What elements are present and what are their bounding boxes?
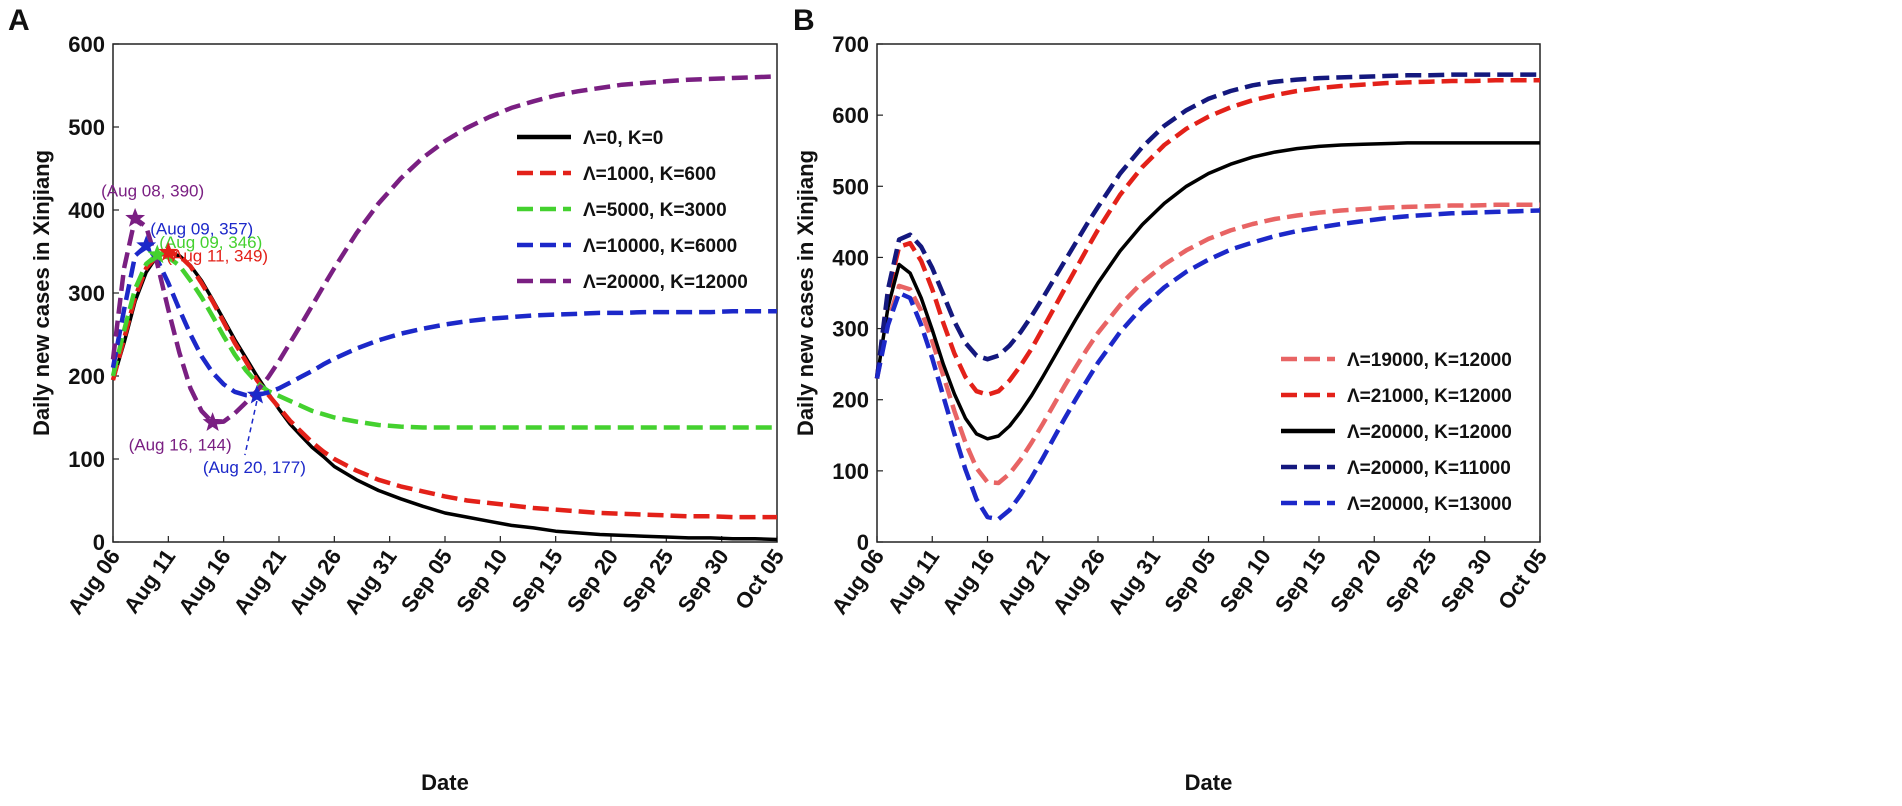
panel-a-annotation-label: (Aug 08, 390) <box>101 181 204 200</box>
panel-a-x-tick-label: Oct 05 <box>730 545 789 614</box>
panel-a-series-lambda-1000-k-600 <box>110 250 777 520</box>
panel-b-x-tick-label: Aug 16 <box>937 545 1000 619</box>
panel-b-legend-label: Λ=21000, K=12000 <box>1347 386 1512 407</box>
panel-b-y-tick-label: 500 <box>832 174 869 199</box>
panel-a-legend-label: Λ=0, K=0 <box>583 128 663 149</box>
panel-a-legend-label: Λ=20000, K=12000 <box>583 272 748 293</box>
panel-a-y-tick-label: 100 <box>68 447 105 472</box>
panel-b-series-lambda-20000-k-12000 <box>875 141 1540 441</box>
panel-b-x-tick-label: Aug 31 <box>1103 545 1166 619</box>
panel-b-x-axis-title: Date <box>1185 770 1233 795</box>
panel-a-x-tick-label: Aug 11 <box>119 545 181 618</box>
panel-a-annotation-leader <box>244 400 258 456</box>
panel-b-legend-label: Λ=20000, K=12000 <box>1347 422 1512 443</box>
panel-a-x-tick-label: Sep 20 <box>562 545 623 617</box>
panel-a-legend-label: Λ=10000, K=6000 <box>583 236 737 257</box>
panel-a-y-tick-label: 0 <box>93 530 105 555</box>
panel-b-y-axis-title: Daily new cases in Xinjiang <box>793 150 818 436</box>
panel-b-series-lambda-20000-k-11000 <box>874 72 1540 379</box>
panel-a-y-tick-label: 500 <box>68 115 105 140</box>
panel-a-x-tick-label: Aug 06 <box>63 545 126 619</box>
panel-b-y-tick-label: 300 <box>832 317 869 342</box>
panel-b-x-tick-label: Oct 05 <box>1493 545 1552 614</box>
panel-a-y-axis-title: Daily new cases in Xinjiang <box>29 150 54 436</box>
panel-a-y-tick-label: 200 <box>68 364 105 389</box>
panel-a-annotation-marker <box>125 207 146 227</box>
panel-a-x-tick-label: Aug 26 <box>284 545 347 619</box>
panel-a-annotation-marker <box>136 235 157 255</box>
panel-a-x-tick-label: Sep 15 <box>507 545 568 617</box>
panel-a-legend-label: Λ=1000, K=600 <box>583 164 716 185</box>
panel-b-x-tick-label: Aug 06 <box>827 545 890 619</box>
panel-a-x-tick-label: Aug 31 <box>339 545 402 619</box>
panel-b-series-lambda-21000-k-12000 <box>874 78 1540 397</box>
panel-b-y-tick-label: 200 <box>832 388 869 413</box>
panel-a-letter: A <box>8 4 30 37</box>
panel-a-series-lambda-5000-k-3000 <box>110 252 777 430</box>
panel-a-annotation-marker <box>202 412 223 431</box>
panel-b-y-tick-label: 400 <box>832 245 869 270</box>
panel-b-x-tick-label: Sep 05 <box>1159 545 1220 617</box>
panel-b-x-tick-label: Sep 15 <box>1270 545 1331 617</box>
panel-b-legend-label: Λ=20000, K=11000 <box>1347 458 1511 479</box>
panel-a-y-tick-label: 300 <box>68 281 105 306</box>
panel-b-x-tick-label: Aug 26 <box>1048 545 1111 619</box>
panel-a-y-tick-label: 600 <box>68 32 105 57</box>
panel-a-y-tick-label: 400 <box>68 198 105 223</box>
panel-a-annotation-label: (Aug 09, 346) <box>159 233 262 252</box>
panel-b-x-tick-label: Aug 21 <box>992 545 1055 619</box>
panel-a-x-tick-label: Aug 16 <box>173 545 236 619</box>
panel-b-series-lambda-19000-k-12000 <box>874 202 1540 486</box>
panel-b-x-tick-label: Sep 30 <box>1436 545 1497 617</box>
panel-b-legend-label: Λ=19000, K=12000 <box>1347 350 1512 371</box>
panel-a-x-tick-label: Aug 21 <box>229 545 292 619</box>
panel-a-x-tick-label: Sep 30 <box>673 545 734 617</box>
panel-a-series-lambda-20000-k-12000 <box>110 74 778 425</box>
panel-a-x-tick-label: Sep 05 <box>396 545 457 617</box>
panel-b-legend-label: Λ=20000, K=13000 <box>1347 494 1512 515</box>
panel-a-annotation-label: (Aug 16, 144) <box>129 435 232 454</box>
panel-a-annotation-label: (Aug 09, 357) <box>150 220 253 239</box>
panel-b-x-tick-label: Sep 10 <box>1215 545 1276 617</box>
panel-b-y-tick-label: 0 <box>857 530 869 555</box>
panel-a-x-tick-label: Sep 10 <box>451 545 512 617</box>
panel-a-annotation-marker <box>158 241 179 261</box>
panel-a-annotation-label: (Aug 11, 349) <box>166 246 268 265</box>
panel-a-x-tick-label: Sep 25 <box>617 545 678 617</box>
panel-b-y-tick-label: 100 <box>832 459 869 484</box>
panel-b-series-lambda-20000-k-13000 <box>874 208 1541 522</box>
panel-b-x-tick-label: Sep 25 <box>1380 545 1441 617</box>
panel-b-y-tick-label: 600 <box>832 103 869 128</box>
panel-a-x-axis-title: Date <box>421 770 469 795</box>
panel-b-y-tick-label: 700 <box>832 32 869 57</box>
panel-a-annotation-marker <box>246 384 267 404</box>
panel-b-x-tick-label: Sep 20 <box>1325 545 1386 617</box>
panel-b-letter: B <box>793 4 815 37</box>
panel-a-series-lambda-10000-k-6000 <box>110 243 777 398</box>
panel-b-x-tick-label: Aug 11 <box>882 545 944 618</box>
panel-a-legend-label: Λ=5000, K=3000 <box>583 200 727 221</box>
panel-a-annotation-label: (Aug 20, 177) <box>203 458 306 477</box>
